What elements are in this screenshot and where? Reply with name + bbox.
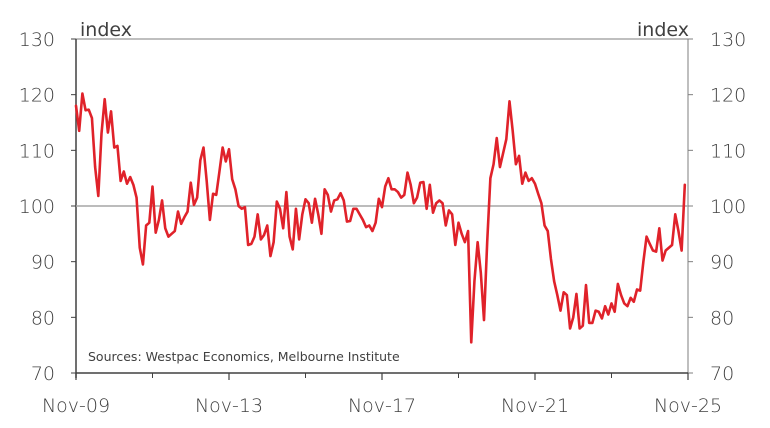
y-tick-label-right: 70 xyxy=(710,363,734,385)
consumer-sentiment-series-line xyxy=(74,92,687,344)
y-tick-label-right: 130 xyxy=(710,29,746,51)
source-note: Sources: Westpac Economics, Melbourne In… xyxy=(88,349,400,364)
y-tick-label-left: 110 xyxy=(19,140,55,162)
x-tick-label: Nov-09 xyxy=(42,395,110,417)
y-tick-label-left: 90 xyxy=(31,252,55,274)
y-tick-label-left: 130 xyxy=(19,29,55,51)
y-tick-label-right: 120 xyxy=(710,85,746,107)
x-tick-label: Nov-21 xyxy=(501,395,569,417)
y-tick-label-right: 110 xyxy=(710,140,746,162)
y-tick-label-right: 80 xyxy=(710,307,734,329)
y-tick-label-left: 70 xyxy=(31,363,55,385)
y-tick-label-right: 90 xyxy=(710,252,734,274)
x-tick-label: Nov-13 xyxy=(195,395,263,417)
y-tick-label-right: 100 xyxy=(710,196,746,218)
axes: 70 70 80 80 90 90 100 100 110 110 120 120 130 130 Nov-… xyxy=(19,29,747,417)
left-axis-unit-label: index xyxy=(80,19,132,41)
x-tick-label: Nov-25 xyxy=(654,395,722,417)
y-tick-label-left: 120 xyxy=(19,85,55,107)
right-axis-unit-label: index xyxy=(637,19,689,41)
y-tick-label-left: 100 xyxy=(19,196,55,218)
y-tick-label-left: 80 xyxy=(31,307,55,329)
x-tick-label: Nov-17 xyxy=(348,395,416,417)
